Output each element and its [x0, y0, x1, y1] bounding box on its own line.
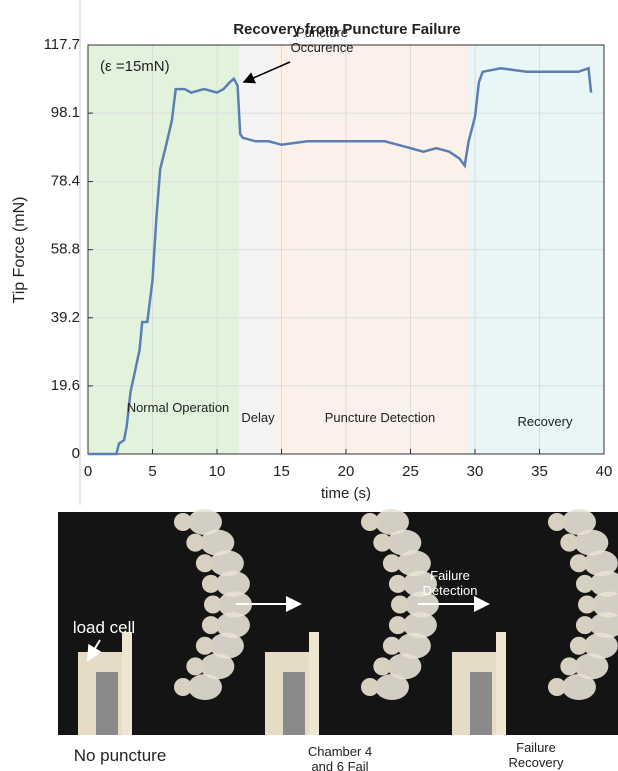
robot-spine: [391, 596, 409, 614]
x-tick-label: 10: [209, 463, 226, 480]
robot-spine: [548, 513, 566, 531]
region-label: Puncture Detection: [300, 410, 460, 425]
y-tick-label: 78.4: [51, 173, 80, 190]
x-tick-label: 40: [596, 463, 613, 480]
robot-spine: [576, 616, 594, 634]
y-axis-label: Tip Force (mN): [11, 197, 28, 304]
x-tick-label: 5: [148, 463, 156, 480]
chart: Recovery from Puncture Failure time (s) …: [0, 0, 618, 771]
photo-caption: Chamber 4 and 6 Fail: [300, 744, 380, 771]
x-axis-label: time (s): [321, 485, 371, 502]
robot-spine: [186, 534, 204, 552]
robot-spine: [548, 678, 566, 696]
robot-spine: [186, 657, 204, 675]
robot-chamber: [375, 674, 409, 700]
robot-spine: [174, 513, 192, 531]
robot-chamber: [188, 674, 222, 700]
robot-spine: [383, 637, 401, 655]
x-tick-label: 30: [467, 463, 484, 480]
robot-spine: [570, 554, 588, 572]
region-label: Recovery: [500, 414, 590, 429]
load-cell: [283, 672, 305, 735]
plate: [309, 632, 319, 735]
plate: [122, 632, 132, 735]
load-cell: [470, 672, 492, 735]
photo-caption: No puncture: [60, 748, 180, 763]
region-label: Normal Operation: [123, 400, 233, 415]
robot-spine: [361, 678, 379, 696]
photo-label: load cell: [64, 620, 144, 635]
robot-spine: [361, 513, 379, 531]
y-tick-label: 98.1: [51, 104, 80, 121]
robot-spine: [202, 575, 220, 593]
y-tick-label: 39.2: [51, 309, 80, 326]
robot-spine: [578, 596, 596, 614]
plate: [496, 632, 506, 735]
robot-spine: [373, 534, 391, 552]
robot-spine: [204, 596, 222, 614]
x-tick-label: 20: [338, 463, 355, 480]
robot-spine: [202, 616, 220, 634]
annotation: Puncture Occurence: [272, 25, 372, 55]
robot-spine: [383, 554, 401, 572]
y-tick-label: 117.7: [44, 36, 80, 53]
annotation: (ε =15mN): [100, 58, 170, 75]
y-tick-label: 58.8: [51, 241, 80, 258]
robot-spine: [389, 575, 407, 593]
x-tick-label: 0: [84, 463, 92, 480]
robot-spine: [576, 575, 594, 593]
robot-spine: [560, 657, 578, 675]
robot-spine: [560, 534, 578, 552]
figure: Recovery from Puncture Failure time (s) …: [0, 0, 618, 771]
region-label: Delay: [238, 410, 278, 425]
x-tick-label: 15: [273, 463, 290, 480]
y-tick-label: 0: [72, 445, 80, 462]
robot-spine: [196, 637, 214, 655]
robot-spine: [373, 657, 391, 675]
y-tick-label: 19.6: [51, 377, 80, 394]
load-cell: [96, 672, 118, 735]
robot-chamber: [562, 674, 596, 700]
robot-spine: [174, 678, 192, 696]
x-tick-label: 25: [402, 463, 419, 480]
photo-label: Failure Detection: [414, 568, 486, 598]
robot-spine: [196, 554, 214, 572]
x-tick-label: 35: [531, 463, 548, 480]
photo-caption: Failure Recovery: [496, 740, 576, 770]
robot-spine: [389, 616, 407, 634]
robot-spine: [570, 637, 588, 655]
